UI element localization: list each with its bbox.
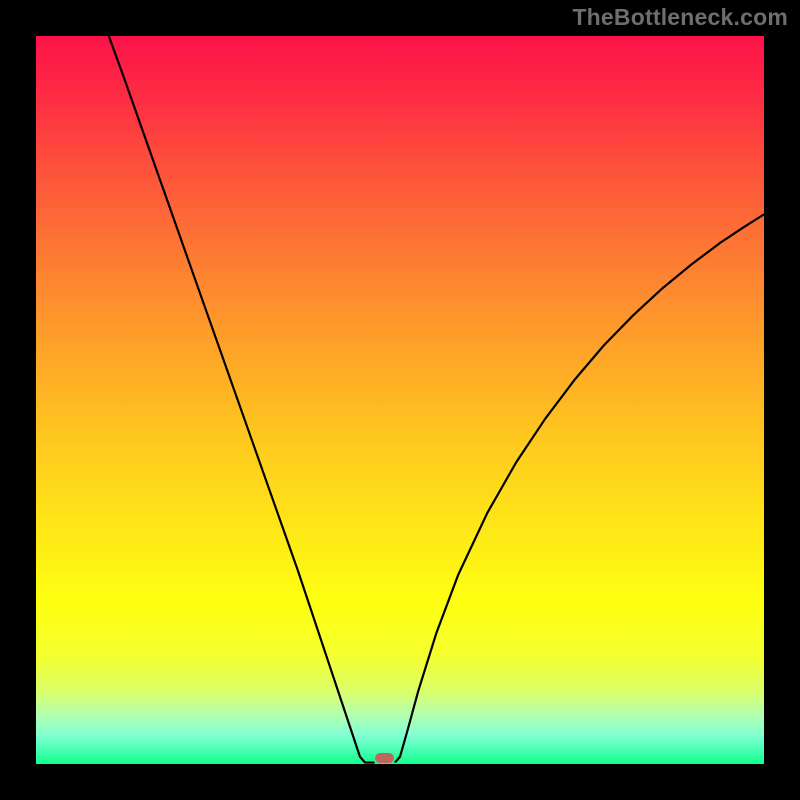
curve-layer xyxy=(36,36,764,764)
bottleneck-curve xyxy=(109,36,764,763)
plot-area xyxy=(36,36,764,764)
chart-container: TheBottleneck.com xyxy=(0,0,800,800)
watermark-text: TheBottleneck.com xyxy=(572,4,788,31)
minimum-marker xyxy=(375,753,394,763)
